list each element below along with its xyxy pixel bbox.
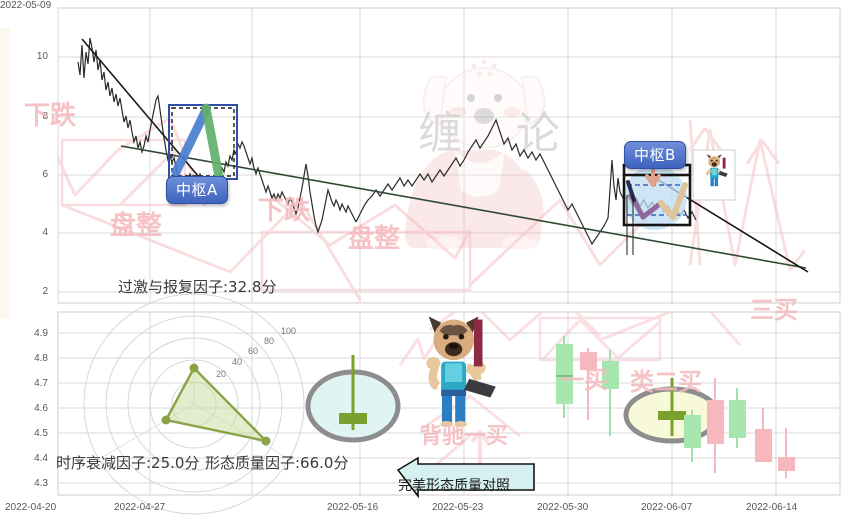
ytick-top-3: 4 — [42, 227, 48, 238]
zhongshu-b-badge[interactable]: 中枢B — [624, 141, 686, 169]
radar-point-2 — [261, 436, 271, 446]
candle-down-4 — [778, 428, 795, 478]
xtick-1: 2022-04-27 — [114, 502, 166, 513]
radar-tick-20: 20 — [216, 369, 227, 379]
reference-pattern-group — [305, 355, 401, 443]
callout-arrow-shape — [396, 456, 535, 499]
factor-label-quality: 形态质量因子:66.0分 — [205, 454, 349, 472]
radar-data-polygon — [164, 366, 270, 443]
factor-radar-chart — [83, 293, 305, 515]
watermark-1: 盘整 — [110, 211, 163, 241]
watermark-6: 类二买 — [630, 368, 702, 396]
candle-up-1 — [556, 336, 573, 418]
mascot-dog — [426, 316, 496, 428]
watermark-3: 盘整 — [348, 224, 401, 254]
ytick-bottom-0: 4.9 — [34, 328, 48, 339]
xtick-4: 2022-05-23 — [432, 502, 484, 513]
xtick-3: 2022-05-16 — [327, 502, 379, 513]
xtick-2: 2022-05-09 — [0, 0, 52, 11]
watermark-2: 下跌 — [258, 196, 311, 226]
xtick-0: 2022-04-20 — [5, 502, 57, 513]
trendline-downtrend-upper — [81, 38, 211, 191]
ytick-bottom-3: 4.6 — [34, 403, 48, 414]
compare-candle-body — [658, 411, 686, 420]
candle-down-1 — [580, 348, 597, 420]
dog-belt — [441, 389, 467, 396]
radar-spokes — [98, 294, 290, 460]
factor-label-excess: 过激与报复因子:32.8分 — [118, 278, 277, 296]
ytick-bottom-5: 4.4 — [34, 453, 48, 464]
radar-tick-40: 40 — [232, 357, 243, 367]
ytick-bottom-4: 4.5 — [34, 428, 48, 439]
dog-leg-left — [441, 396, 453, 423]
ytick-top-1: 8 — [42, 111, 48, 122]
ytick-top-0: 10 — [36, 51, 48, 62]
zhongshu-b-mini-stroke-2 — [640, 200, 664, 220]
candle-up-4 — [729, 388, 746, 448]
zhongshu-b-mini-stroke-4 — [670, 182, 688, 220]
watermark-0: 下跌 — [24, 101, 77, 131]
zhongshu-a-badge[interactable]: 中枢A — [166, 176, 228, 204]
dog-arm-right — [466, 363, 482, 382]
ytick-bottom-2: 4.7 — [34, 378, 48, 389]
brand-watermark — [404, 59, 546, 250]
xtick-6: 2022-06-07 — [641, 502, 693, 513]
mascot-thumbnail — [692, 149, 736, 201]
radar-tick-100: 100 — [281, 326, 297, 336]
xtick-5: 2022-05-30 — [537, 502, 589, 513]
radar-point-1 — [189, 363, 199, 373]
brand-text-left: 缠 — [418, 108, 462, 159]
zhongshu-b-box — [622, 173, 692, 227]
candle-up-3 — [684, 410, 701, 462]
candle-down-3 — [755, 408, 772, 462]
left-strip — [0, 28, 10, 318]
ytick-top-2: 6 — [42, 169, 48, 180]
xtick-7: 2022-06-14 — [746, 502, 798, 513]
dog-ear-left — [428, 316, 442, 334]
radar-tick-60: 60 — [248, 346, 259, 356]
callout-label: 完美形态质量对照 — [398, 478, 510, 494]
hammer-handle — [473, 319, 483, 367]
ytick-bottom-6: 4.3 — [34, 478, 48, 489]
dog-arm-left — [428, 363, 440, 390]
radar-point-3 — [161, 415, 171, 425]
radar-rings — [83, 293, 305, 515]
factor-label-decay: 时序衰减因子:25.0分 — [56, 454, 200, 472]
dog-leg-right — [455, 396, 466, 423]
dog-eye-right — [458, 333, 465, 340]
zhongshu-b-group — [622, 161, 692, 255]
watermark-7: 背驰一买 — [420, 424, 509, 449]
candlestick-series — [556, 336, 795, 478]
price-line-mid — [355, 118, 621, 246]
brand-robe — [404, 150, 541, 248]
radar-tick-80: 80 — [264, 336, 275, 346]
ytick-top-4: 2 — [42, 286, 48, 297]
watermark-shapes-bottom — [398, 312, 760, 472]
dog-eye-left — [443, 333, 449, 340]
watermark-4: 三买 — [750, 296, 798, 324]
candle-down-2 — [707, 378, 724, 473]
reference-candle-body — [339, 413, 367, 424]
trendline-downtrend-long — [120, 145, 807, 269]
candle-up-2 — [602, 350, 619, 436]
hammer-head — [463, 378, 496, 398]
ytick-bottom-1: 4.8 — [34, 353, 48, 364]
callout-banner — [396, 456, 535, 499]
watermark-5: 一买 — [560, 366, 608, 394]
stroke-up-blue — [171, 105, 211, 177]
